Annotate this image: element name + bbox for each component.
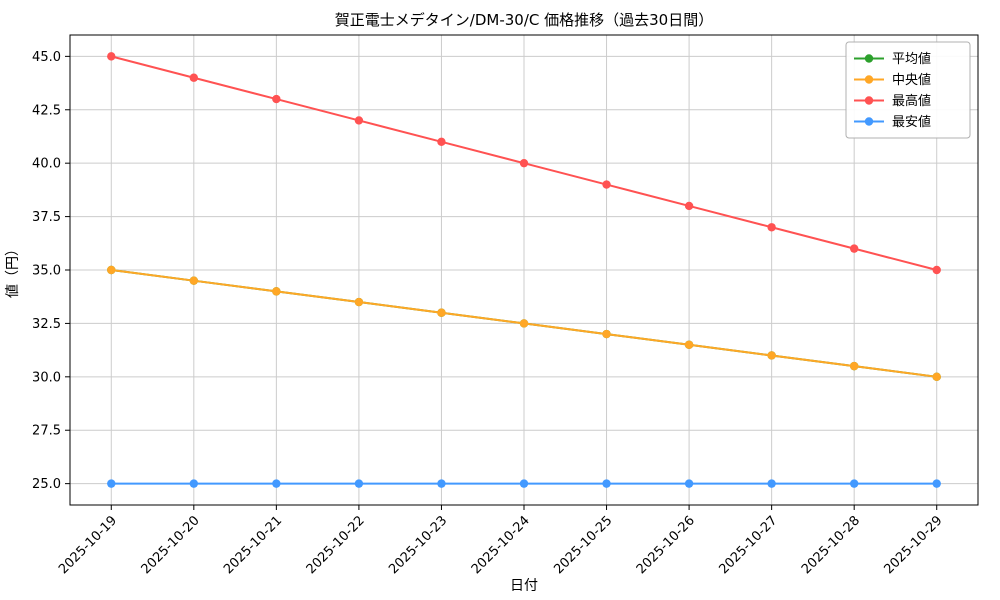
data-point-marker [437, 479, 446, 488]
y-tick-label: 42.5 [32, 103, 61, 118]
x-tick-label: 2025-10-20 [139, 513, 203, 577]
x-tick-label: 2025-10-22 [304, 513, 368, 577]
legend-marker [864, 117, 874, 126]
legend-marker [864, 96, 874, 105]
legend-label: 最安値 [892, 114, 931, 130]
x-tick-label: 2025-10-25 [551, 513, 615, 577]
data-point-marker [932, 479, 941, 488]
x-tick-label: 2025-10-23 [386, 513, 450, 577]
y-axis-label: 値（円） [5, 242, 21, 298]
x-tick-label: 2025-10-27 [716, 513, 780, 577]
data-point-marker [932, 372, 941, 382]
y-tick-label: 27.5 [32, 424, 61, 439]
y-tick-label: 30.0 [32, 370, 61, 385]
data-point-marker [519, 319, 529, 328]
data-point-marker [767, 479, 776, 488]
chart-title: 賀正電士メデタイン/DM-30/C 価格推移（過去30日間） [335, 11, 713, 29]
legend-marker [864, 54, 874, 63]
data-point-marker [849, 479, 859, 488]
data-point-marker [767, 223, 776, 232]
data-point-marker [849, 244, 859, 253]
data-point-marker [602, 329, 611, 339]
data-point-marker [684, 340, 694, 349]
data-point-marker [272, 287, 281, 296]
data-point-marker [354, 479, 364, 488]
data-point-marker [684, 201, 694, 211]
data-point-marker [519, 479, 529, 488]
y-tick-label: 37.5 [32, 210, 61, 225]
y-tick-label: 35.0 [32, 264, 61, 279]
data-point-marker [354, 297, 364, 307]
y-tick-label: 40.0 [32, 157, 61, 172]
plot-border [69, 34, 979, 506]
data-point-marker [767, 351, 776, 360]
x-axis-label: 日付 [510, 578, 538, 594]
data-point-marker [272, 94, 281, 104]
data-point-marker [189, 479, 199, 488]
y-tick-label: 25.0 [32, 477, 61, 492]
x-tick-label: 2025-10-28 [799, 513, 863, 577]
legend-label: 中央値 [892, 72, 931, 88]
data-point-marker [189, 276, 199, 285]
data-point-marker [107, 479, 116, 488]
legend-box [845, 41, 971, 139]
data-point-marker [602, 180, 611, 189]
x-tick-label: 2025-10-26 [634, 513, 698, 577]
data-point-marker [437, 308, 446, 317]
data-point-marker [602, 479, 611, 488]
x-tick-label: 2025-10-19 [56, 513, 120, 577]
data-point-marker [684, 479, 694, 488]
data-point-marker [437, 137, 446, 147]
data-point-marker [932, 265, 941, 275]
legend-marker [864, 75, 874, 84]
data-point-marker [107, 52, 116, 61]
plot-area: 25.0 27.5 30.0 32.5 35.0 37.5 40.0 42.5 45.0 2025… [32, 34, 979, 577]
data-point-marker [849, 361, 859, 371]
data-point-marker [354, 116, 364, 125]
data-point-marker [189, 73, 199, 82]
data-point-marker [107, 265, 116, 275]
legend-label: 平均値 [892, 51, 931, 67]
x-tick-label: 2025-10-24 [469, 513, 533, 577]
legend-label: 最高値 [892, 93, 931, 109]
data-point-marker [519, 158, 529, 168]
data-point-marker [272, 479, 281, 488]
x-tick-label: 2025-10-29 [882, 513, 946, 577]
y-tick-label: 32.5 [32, 317, 61, 332]
x-tick-label: 2025-10-21 [221, 513, 285, 577]
y-tick-label: 45.0 [32, 50, 61, 65]
